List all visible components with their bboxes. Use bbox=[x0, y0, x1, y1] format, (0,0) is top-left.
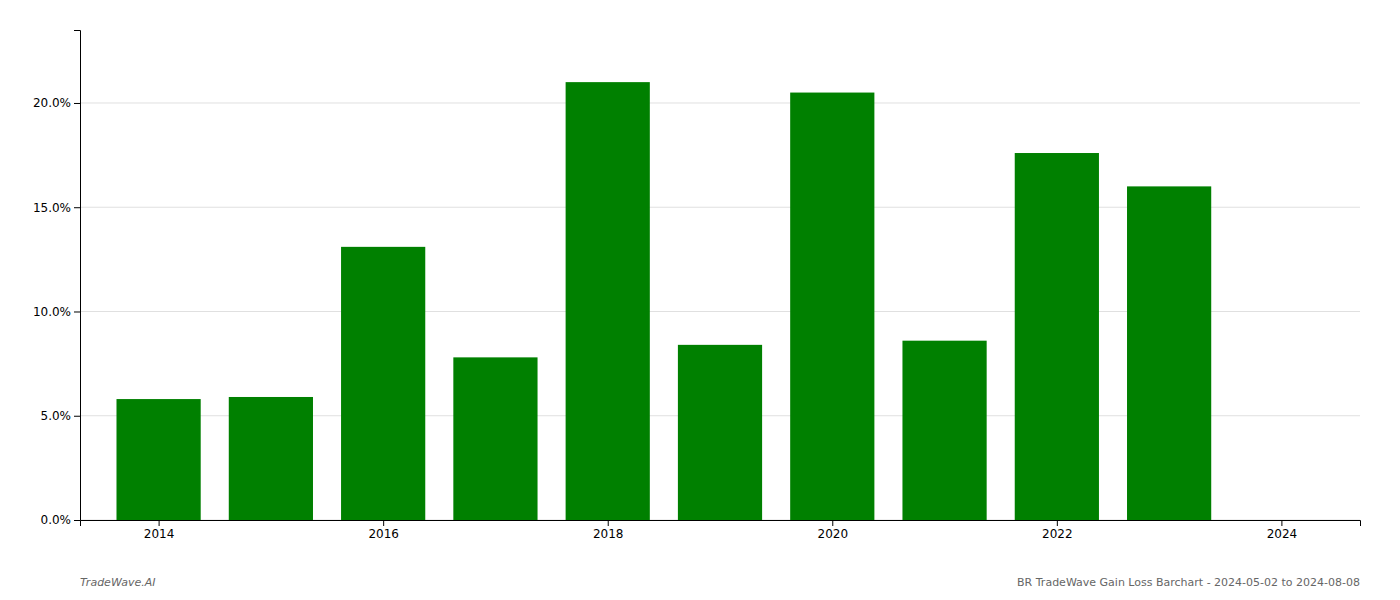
y-tick-mark bbox=[74, 416, 80, 417]
y-axis-line bbox=[74, 31, 81, 521]
bar bbox=[1127, 186, 1211, 520]
x-tick: 2018 bbox=[593, 520, 624, 541]
x-tick-label: 2022 bbox=[1042, 527, 1073, 541]
bar bbox=[566, 82, 650, 520]
x-axis-line bbox=[81, 521, 1361, 527]
bar bbox=[453, 357, 537, 520]
y-tick-mark bbox=[74, 311, 80, 312]
x-tick-label: 2018 bbox=[593, 527, 624, 541]
x-tick: 2014 bbox=[144, 520, 175, 541]
x-tick-mark bbox=[1057, 520, 1058, 526]
y-tick-label: 0.0% bbox=[41, 513, 72, 527]
footer: TradeWave.AI BR TradeWave Gain Loss Barch… bbox=[80, 576, 1360, 589]
y-tick-mark bbox=[74, 103, 80, 104]
y-tick-label: 10.0% bbox=[33, 305, 71, 319]
y-tick-label: 15.0% bbox=[33, 201, 71, 215]
y-tick: 0.0% bbox=[41, 513, 81, 527]
x-tick-mark bbox=[383, 520, 384, 526]
bar bbox=[341, 247, 425, 520]
x-tick: 2024 bbox=[1267, 520, 1298, 541]
y-axis: 0.0% 5.0% 10.0% 15.0% 20.0% bbox=[33, 31, 81, 528]
x-tick-label: 2016 bbox=[368, 527, 399, 541]
x-tick: 2022 bbox=[1042, 520, 1073, 541]
y-tick: 5.0% bbox=[41, 409, 81, 423]
grid-line bbox=[80, 102, 1360, 103]
x-tick-label: 2024 bbox=[1267, 527, 1298, 541]
bars bbox=[116, 82, 1211, 520]
x-tick-mark bbox=[832, 520, 833, 526]
plot: 2014 2016 2018 2020 2022 2024 0.0% 5.0% 10.0% 15.… bbox=[33, 31, 1361, 541]
x-tick-label: 2020 bbox=[818, 527, 849, 541]
x-tick-mark bbox=[1281, 520, 1282, 526]
y-tick-label: 5.0% bbox=[41, 409, 72, 423]
bar bbox=[1015, 153, 1099, 520]
y-tick: 20.0% bbox=[33, 96, 80, 110]
bar bbox=[229, 397, 313, 520]
grid bbox=[80, 103, 1360, 520]
chart: 2014 2016 2018 2020 2022 2024 0.0% 5.0% 10.0% 15.… bbox=[0, 0, 1400, 600]
bar bbox=[902, 341, 986, 520]
x-tick-mark bbox=[159, 520, 160, 526]
bar bbox=[116, 399, 200, 520]
y-tick-mark bbox=[74, 207, 80, 208]
footer-left: TradeWave.AI bbox=[80, 576, 155, 589]
y-tick: 10.0% bbox=[33, 305, 80, 319]
y-tick-mark bbox=[74, 520, 80, 521]
x-tick-label: 2014 bbox=[144, 527, 175, 541]
footer-right: BR TradeWave Gain Loss Barchart - 2024-0… bbox=[1017, 576, 1360, 589]
x-tick: 2020 bbox=[818, 520, 849, 541]
y-tick-label: 20.0% bbox=[33, 96, 71, 110]
bar bbox=[678, 345, 762, 520]
y-tick: 15.0% bbox=[33, 201, 80, 215]
x-tick-mark bbox=[608, 520, 609, 526]
x-axis: 2014 2016 2018 2020 2022 2024 bbox=[81, 520, 1361, 541]
bar bbox=[790, 93, 874, 520]
x-tick: 2016 bbox=[368, 520, 399, 541]
